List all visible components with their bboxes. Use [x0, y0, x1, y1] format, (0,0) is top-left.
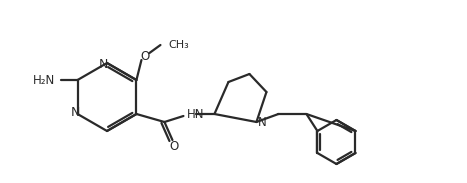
Text: N: N	[258, 115, 267, 128]
Text: O: O	[141, 51, 150, 64]
Text: CH₃: CH₃	[169, 40, 189, 50]
Text: H₂N: H₂N	[33, 74, 56, 87]
Text: N: N	[71, 107, 80, 119]
Text: HN: HN	[186, 107, 204, 120]
Text: N: N	[99, 57, 108, 70]
Text: O: O	[170, 141, 179, 154]
